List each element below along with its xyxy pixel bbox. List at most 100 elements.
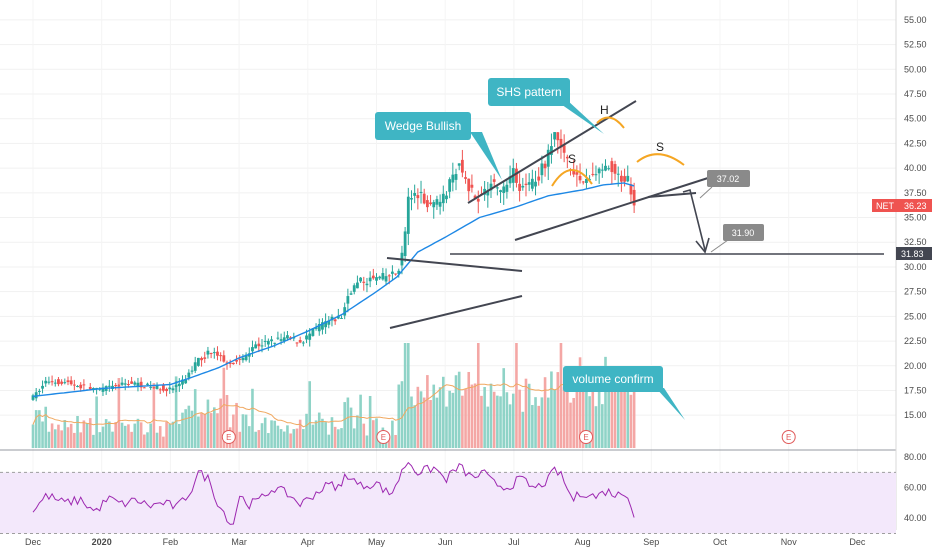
candle-body[interactable] [505,184,509,192]
candle-body[interactable] [362,281,366,283]
candle-body[interactable] [597,168,601,174]
candle-body[interactable] [527,182,531,185]
candle-body[interactable] [378,276,382,279]
candle-body[interactable] [613,164,617,174]
candle-body[interactable] [632,189,636,206]
rsi-pane[interactable] [0,461,896,534]
candle-body[interactable] [193,362,197,371]
candle-body[interactable] [429,202,432,205]
candle-body[interactable] [260,345,264,347]
candle-body[interactable] [473,195,477,199]
candle-body[interactable] [127,383,130,385]
candle-body[interactable] [581,181,585,183]
candle-body[interactable] [314,327,318,329]
candle-body[interactable] [476,198,480,202]
candle-body[interactable] [327,320,331,325]
candle-body[interactable] [394,273,397,275]
candle-body[interactable] [626,175,630,182]
candle-body[interactable] [403,231,407,257]
candle-body[interactable] [435,199,439,205]
candle-body[interactable] [562,145,566,153]
candle-body[interactable] [375,277,378,281]
candle-body[interactable] [515,168,518,183]
candle-body[interactable] [203,357,207,359]
candle-body[interactable] [298,340,302,343]
candle-body[interactable] [120,382,124,385]
candle-body[interactable] [623,176,626,182]
candle-body[interactable] [508,176,512,184]
candle-body[interactable] [572,170,576,175]
candle-body[interactable] [406,196,410,234]
candle-body[interactable] [607,168,611,170]
candle-body[interactable] [620,175,623,182]
candle-body[interactable] [251,347,254,352]
candle-body[interactable] [489,183,493,191]
candle-body[interactable] [79,384,83,389]
candle-body[interactable] [187,372,191,378]
candle-body[interactable] [553,132,557,140]
candle-body[interactable] [495,187,499,189]
candle-body[interactable] [263,340,267,342]
candle-body[interactable] [133,382,137,385]
candle-body[interactable] [432,202,436,208]
channel-lower-trendline[interactable] [514,177,709,241]
target-arrow[interactable] [682,189,706,251]
candle-body[interactable] [438,201,442,207]
candle-body[interactable] [448,179,452,192]
candle-body[interactable] [34,392,38,399]
candle-body[interactable] [200,358,203,361]
candle-body[interactable] [41,385,44,389]
candle-body[interactable] [276,337,280,339]
candle-body[interactable] [451,174,455,183]
candle-body[interactable] [530,178,534,189]
candle-body[interactable] [158,389,162,391]
candle-body[interactable] [88,386,92,390]
earnings-marker-icon[interactable]: E [376,430,391,444]
candle-body[interactable] [343,307,347,316]
earnings-marker-icon[interactable]: E [579,430,594,444]
callout-shs-pattern[interactable]: SHS pattern [488,78,604,134]
candle-body[interactable] [241,357,245,361]
candle-body[interactable] [63,382,67,384]
candle-body[interactable] [336,315,340,319]
candle-body[interactable] [585,178,588,183]
candle-body[interactable] [295,342,299,344]
candle-body[interactable] [212,352,216,354]
candle-body[interactable] [292,337,296,339]
candle-body[interactable] [142,387,146,389]
candle-body[interactable] [177,383,181,387]
candle-body[interactable] [50,381,54,383]
candle-body[interactable] [492,179,496,182]
candle-body[interactable] [457,163,461,166]
candle-body[interactable] [425,200,429,208]
candle-body[interactable] [114,385,118,387]
candle-body[interactable] [76,385,79,387]
candle-body[interactable] [384,276,388,282]
candle-body[interactable] [47,381,51,383]
candle-body[interactable] [629,184,633,195]
time-axis[interactable]: Dec 2020 Feb Mar Apr May Jun Jul Aug Sep Oct Nov Dec [25,537,866,547]
price-axis[interactable]: 55.00 52.50 50.00 47.50 45.00 42.50 40.00 37.50… [904,15,927,420]
candle-body[interactable] [117,385,121,387]
candle-body[interactable] [181,379,184,385]
candle-body[interactable] [155,385,159,389]
candle-body[interactable] [594,174,598,176]
candle-body[interactable] [502,186,506,193]
candle-body[interactable] [53,382,57,384]
candle-body[interactable] [387,275,391,277]
candle-body[interactable] [209,352,213,354]
candle-body[interactable] [66,380,70,383]
candle-body[interactable] [231,362,235,365]
candle-body[interactable] [270,339,273,342]
candle-body[interactable] [524,183,528,186]
candle-body[interactable] [31,395,35,400]
candle-body[interactable] [578,175,582,181]
candle-body[interactable] [238,358,242,360]
candle-body[interactable] [543,163,547,169]
candle-body[interactable] [184,379,188,384]
wedge-upper-trendline[interactable] [386,257,523,272]
candlestick-series[interactable] [31,129,636,402]
candle-body[interactable] [305,335,308,340]
candle-body[interactable] [397,270,401,275]
